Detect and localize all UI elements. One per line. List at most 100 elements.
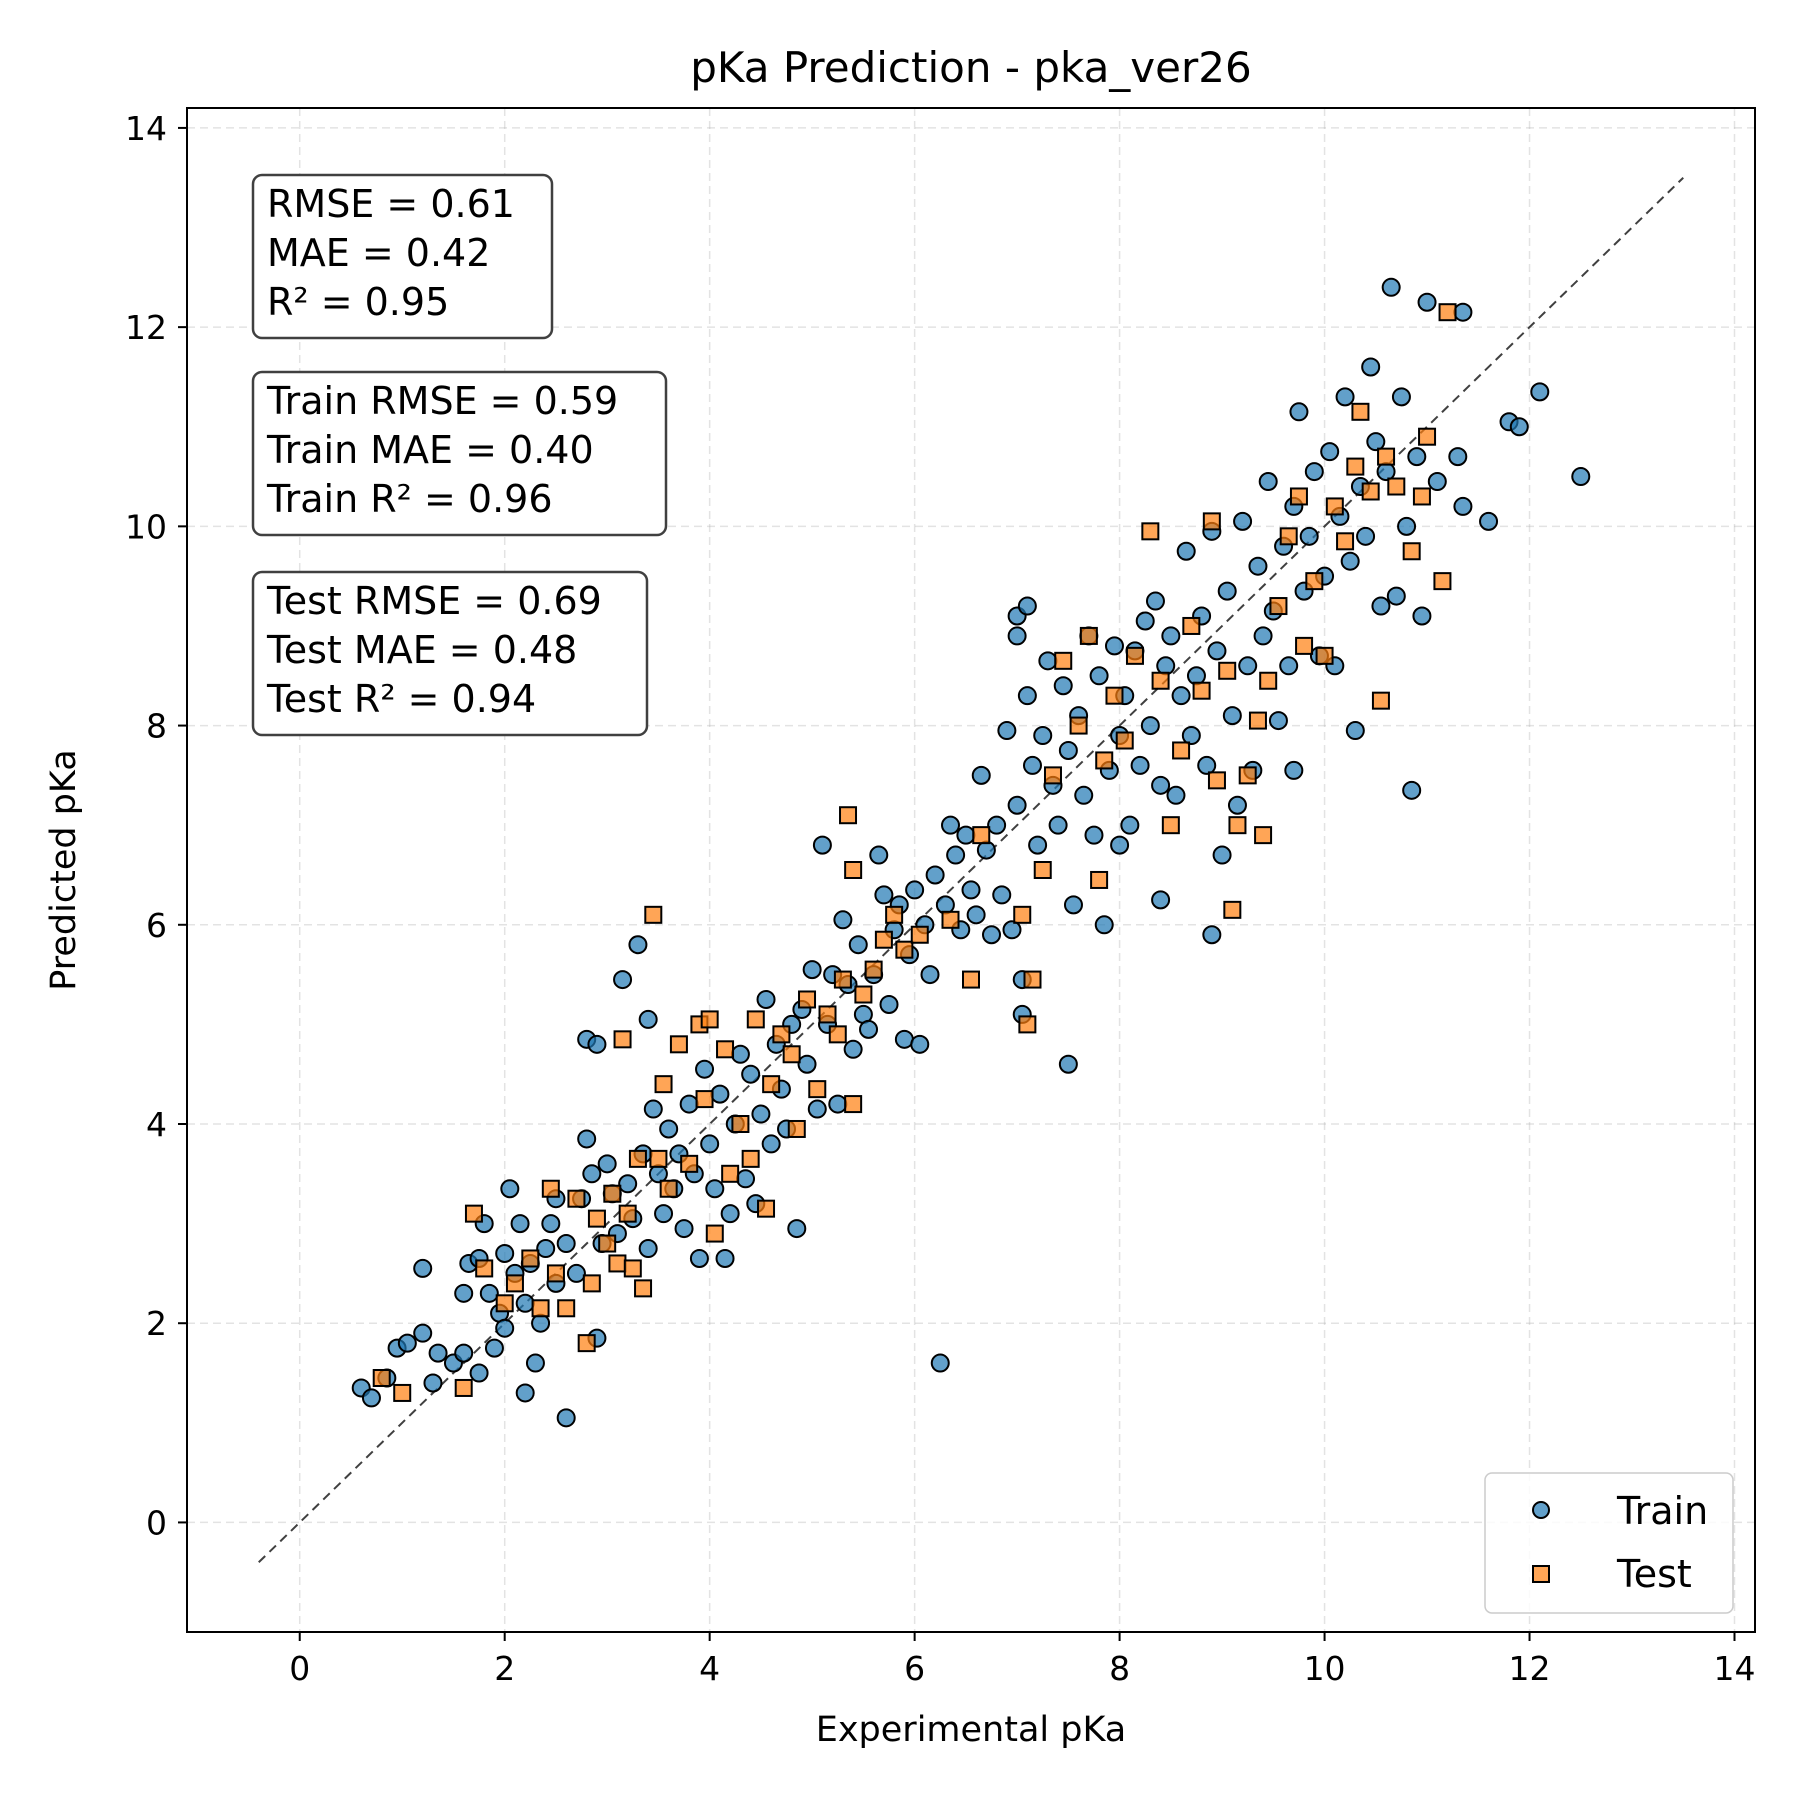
train-point bbox=[1181, 726, 1201, 746]
test-point bbox=[1079, 626, 1098, 645]
test-series bbox=[372, 303, 1457, 1402]
train-point bbox=[618, 1174, 638, 1194]
test-point bbox=[828, 1025, 847, 1044]
train-point bbox=[971, 765, 991, 785]
test-point bbox=[844, 861, 863, 879]
stat-line: Test MAE = 0.48 bbox=[266, 628, 577, 672]
y-tick-label: 0 bbox=[146, 1503, 167, 1542]
train-point bbox=[1151, 775, 1171, 795]
stat-box: RMSE = 0.61 MAE = 0.42 R² = 0.95 bbox=[251, 173, 554, 340]
train-point bbox=[1571, 467, 1591, 487]
y-tick-label: 12 bbox=[125, 308, 167, 347]
train-point bbox=[925, 865, 945, 885]
x-tick-label: 10 bbox=[1304, 1649, 1346, 1688]
test-point bbox=[1433, 572, 1452, 591]
train-point bbox=[910, 1034, 930, 1054]
x-tick-label: 4 bbox=[699, 1649, 720, 1688]
train-point bbox=[536, 1239, 556, 1259]
train-point bbox=[1007, 626, 1027, 646]
test-point bbox=[1095, 751, 1114, 770]
train-point bbox=[541, 1214, 561, 1234]
train-point bbox=[761, 1134, 781, 1154]
test-point bbox=[1033, 861, 1052, 879]
test-point bbox=[1115, 731, 1134, 750]
train-point bbox=[1509, 417, 1529, 437]
test-point bbox=[746, 1010, 765, 1029]
train-point bbox=[1279, 656, 1299, 676]
test-point bbox=[885, 905, 904, 924]
train-point bbox=[736, 1169, 756, 1189]
train-point bbox=[1176, 541, 1196, 561]
train-point bbox=[638, 1009, 658, 1029]
stat-box-frame bbox=[251, 370, 668, 537]
train-point bbox=[956, 825, 976, 845]
train-point bbox=[1381, 277, 1401, 297]
train-point bbox=[1017, 686, 1037, 706]
train-point bbox=[1427, 472, 1447, 492]
legend-train-label: Train bbox=[1616, 1489, 1708, 1533]
train-point bbox=[510, 1214, 530, 1234]
test-point bbox=[1305, 572, 1324, 591]
train-point bbox=[556, 1408, 576, 1428]
test-point bbox=[700, 1010, 719, 1029]
test-point bbox=[762, 1075, 781, 1094]
train-point bbox=[1197, 755, 1217, 775]
test-point bbox=[833, 970, 852, 989]
test-point bbox=[1043, 766, 1062, 785]
train-point bbox=[469, 1363, 489, 1383]
test-point bbox=[1325, 497, 1344, 516]
test-point bbox=[782, 1045, 801, 1064]
legend: Train Test bbox=[1484, 1472, 1734, 1614]
test-point bbox=[1295, 636, 1314, 655]
train-point bbox=[1391, 387, 1411, 407]
train-point bbox=[582, 1164, 602, 1184]
train-point bbox=[1207, 641, 1227, 661]
train-point bbox=[802, 960, 822, 980]
test-point bbox=[1090, 870, 1109, 889]
test-point bbox=[1438, 303, 1457, 322]
test-point bbox=[741, 1149, 760, 1168]
train-point bbox=[1284, 760, 1304, 780]
test-point bbox=[557, 1299, 576, 1318]
train-point bbox=[905, 880, 925, 900]
train-point bbox=[859, 1019, 879, 1039]
train-point bbox=[515, 1383, 535, 1403]
train-point bbox=[710, 1084, 730, 1104]
test-point bbox=[972, 826, 991, 845]
train-point bbox=[992, 885, 1012, 905]
train-point bbox=[874, 885, 894, 905]
train-point bbox=[946, 845, 966, 865]
test-point bbox=[808, 1080, 827, 1099]
train-point bbox=[1453, 496, 1473, 516]
train-point bbox=[879, 994, 899, 1014]
test-point bbox=[372, 1369, 391, 1387]
y-tick-label: 14 bbox=[125, 109, 167, 148]
train-point bbox=[751, 1104, 771, 1124]
test-point bbox=[731, 1115, 750, 1133]
train-point bbox=[1479, 511, 1499, 531]
train-point bbox=[997, 721, 1017, 741]
train-point bbox=[423, 1373, 443, 1393]
train-point bbox=[695, 1059, 715, 1079]
train-point bbox=[397, 1333, 417, 1353]
test-point bbox=[567, 1189, 586, 1208]
train-point bbox=[700, 1134, 720, 1154]
train-point bbox=[413, 1323, 433, 1343]
test-point bbox=[1351, 402, 1370, 421]
test-point bbox=[1125, 646, 1144, 665]
stat-box: Test RMSE = 0.69 Test MAE = 0.48 Test R² =… bbox=[251, 570, 649, 737]
test-point bbox=[1105, 686, 1124, 705]
train-point bbox=[484, 1338, 504, 1358]
train-point bbox=[1448, 447, 1468, 467]
test-point bbox=[798, 990, 817, 1009]
train-point bbox=[1171, 686, 1191, 706]
legend-train-marker bbox=[1532, 1501, 1550, 1519]
train-point bbox=[1402, 780, 1422, 800]
train-point bbox=[1268, 711, 1288, 731]
x-tick-label: 14 bbox=[1714, 1649, 1756, 1688]
stat-line: Train RMSE = 0.59 bbox=[266, 379, 618, 423]
test-point bbox=[1223, 900, 1242, 919]
test-point bbox=[644, 905, 663, 924]
train-point bbox=[1202, 925, 1222, 945]
